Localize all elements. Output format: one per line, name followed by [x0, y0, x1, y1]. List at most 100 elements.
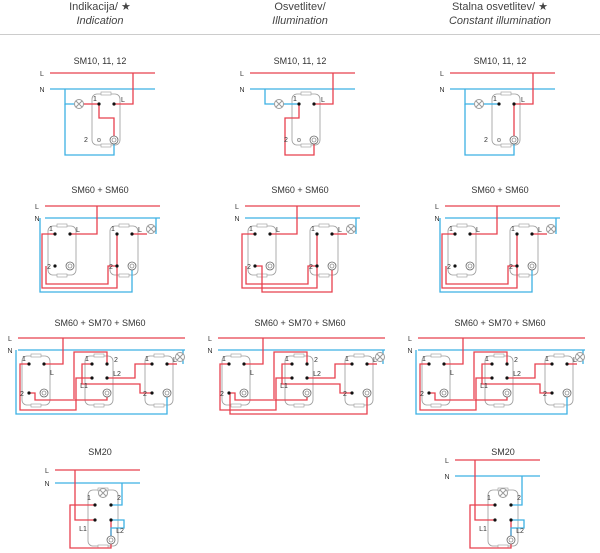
terminal-label-l2: L2	[516, 528, 524, 535]
terminal-dot	[330, 232, 334, 236]
neutral-wire	[464, 89, 474, 105]
switch-clip	[456, 223, 468, 228]
indicator-inner	[564, 390, 570, 396]
terminal-label-l: L	[250, 370, 254, 377]
row-title: SM10, 11, 12	[74, 56, 127, 66]
terminal-label-1: 1	[249, 226, 253, 233]
line-wire	[314, 73, 334, 105]
row-title: SM60 + SM70 + SM60	[254, 318, 345, 328]
label-n: N	[34, 216, 39, 223]
terminal-dot	[253, 264, 257, 268]
switch-clip	[118, 273, 130, 278]
label-l: L	[40, 71, 44, 78]
terminal-label-l: L	[538, 227, 542, 234]
line-wire	[441, 233, 518, 289]
terminal-label-l: L	[76, 227, 80, 234]
indicator-socket	[502, 388, 512, 398]
indicator-inner	[504, 390, 510, 396]
line-wire	[473, 351, 508, 399]
terminal-label-l: L	[321, 97, 325, 104]
star-icon: ★	[121, 1, 131, 13]
terminal-dot	[497, 102, 501, 106]
neutral-wire	[111, 483, 123, 506]
terminal-dot	[550, 362, 554, 366]
switch-clip	[456, 273, 468, 278]
switch-clip	[553, 403, 565, 408]
indicator-socket	[509, 135, 519, 145]
header-subtitle: Constant illumination	[448, 15, 552, 27]
terminal-dot	[90, 376, 94, 380]
terminal-dot	[350, 391, 354, 395]
terminal-label-2: 2	[20, 391, 24, 398]
indicator-socket	[239, 388, 249, 398]
terminal-label-l2: L2	[113, 371, 121, 378]
terminal-dot	[242, 362, 246, 366]
terminal-dot	[350, 362, 354, 366]
indicator-socket	[302, 388, 312, 398]
terminal-label-2: 2	[117, 495, 121, 502]
line-wire	[245, 265, 317, 285]
indicator-inner	[41, 390, 47, 396]
switch-clip	[430, 403, 442, 408]
switch-clip	[56, 223, 68, 228]
indicator-inner	[104, 390, 110, 396]
terminal-dot	[42, 362, 46, 366]
terminal-label-2: 2	[109, 264, 113, 271]
neutral-wire	[511, 476, 523, 506]
indicator-socket	[562, 388, 572, 398]
terminal-dot	[109, 518, 113, 522]
terminal-dot	[90, 362, 94, 366]
terminal-label-1: 1	[222, 356, 226, 363]
neutral-wire	[64, 89, 74, 105]
switch-clip	[518, 273, 530, 278]
star-icon: ★	[538, 1, 549, 13]
terminal-dot	[227, 362, 231, 366]
indicator-socket	[265, 261, 275, 271]
lamp-cross	[547, 225, 555, 233]
indicator-socket	[327, 261, 337, 271]
label-n: N	[407, 348, 412, 355]
terminal-label-1: 1	[111, 226, 115, 233]
terminal-dot	[468, 232, 472, 236]
switch-clip	[353, 403, 365, 408]
terminal-dot	[109, 503, 113, 507]
indicator-inner	[164, 390, 170, 396]
label-n: N	[44, 481, 49, 488]
line-wire	[70, 206, 98, 235]
lamp-cross	[176, 353, 184, 361]
terminal-label-2: 2	[509, 264, 513, 271]
line-wire	[419, 363, 492, 411]
terminal-dot	[305, 362, 309, 366]
column-header-indication: Indikacija/ ★ Indication	[0, 0, 200, 28]
terminal-dot	[115, 232, 119, 236]
switch-clip	[118, 223, 130, 228]
terminal-dot	[27, 362, 31, 366]
switch-clip	[293, 403, 305, 408]
lamp-cross	[475, 100, 483, 108]
header-subtitle: Indication	[76, 15, 124, 27]
line-wire	[229, 392, 308, 401]
row-title: SM60 + SM70 + SM60	[454, 318, 545, 328]
led-hole	[97, 138, 101, 142]
label-l: L	[445, 458, 449, 465]
switch-clip	[430, 353, 442, 358]
lamp-cross	[576, 353, 584, 361]
terminal-dot	[290, 362, 294, 366]
terminal-label-l: L	[338, 227, 342, 234]
terminal-dot	[427, 362, 431, 366]
line-wire	[114, 73, 134, 105]
line-wire	[219, 363, 292, 411]
indicator-inner	[129, 263, 135, 269]
label-l: L	[240, 71, 244, 78]
terminal-dot	[165, 362, 169, 366]
neutral-wire	[110, 519, 125, 538]
row-title: SM20	[88, 447, 112, 457]
header-title: Stalna osvetlitev/	[451, 1, 536, 13]
terminal-label-1: 1	[511, 226, 515, 233]
line-wire	[107, 363, 152, 379]
label-l: L	[208, 336, 212, 343]
terminal-label-l: L	[276, 227, 280, 234]
terminal-dot	[53, 264, 57, 268]
terminal-dot	[290, 376, 294, 380]
